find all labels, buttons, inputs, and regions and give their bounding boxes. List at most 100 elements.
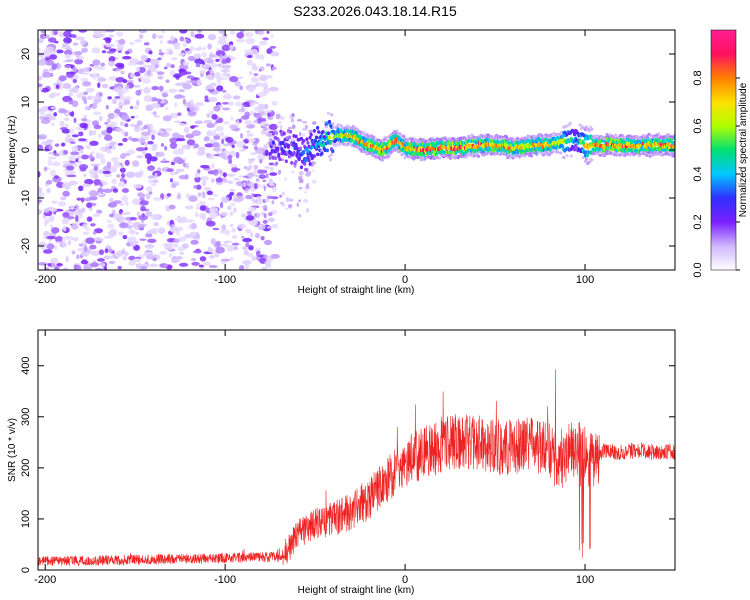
spectrogram-cell (267, 116, 274, 120)
spectrogram-cell (216, 125, 224, 132)
spectrogram-cell (169, 35, 176, 42)
spectrogram-cell (561, 144, 565, 149)
spectrogram-cell (292, 124, 296, 130)
spectrogram-cell (165, 107, 169, 111)
spectrogram-cell (269, 178, 273, 183)
spectrogram-cell (114, 109, 121, 114)
spectrogram-cell (170, 57, 178, 61)
spectrogram-cell (304, 191, 308, 194)
spectrogram-cell (250, 231, 254, 238)
spectrogram-cell (209, 206, 219, 213)
spectrogram-cell (225, 136, 234, 143)
spectrogram-cell (261, 205, 268, 208)
spectrogram-cell (61, 238, 66, 244)
spectrogram-cell (598, 153, 603, 157)
spectrogram-cell (108, 76, 118, 81)
spectrogram-cell (255, 178, 260, 182)
spectrogram-cell (194, 58, 205, 65)
spectrogram-cell (251, 193, 254, 196)
spectrogram-cell (105, 30, 115, 33)
spectrogram-cell (122, 255, 128, 261)
spectrogram-cell (125, 84, 130, 90)
spectrogram-cell (213, 169, 219, 176)
spectrogram-cell (143, 42, 150, 46)
spectrogram-cell (168, 204, 176, 210)
spectrogram-cell (69, 111, 74, 116)
spectrogram-cell (580, 125, 584, 129)
spectrogram-cell (314, 135, 319, 140)
spectrogram-cell (279, 124, 283, 130)
spectrogram-cell (73, 117, 77, 124)
spectrogram-cell (71, 134, 79, 138)
spectrogram-cell (590, 127, 594, 131)
spectrogram-cell (82, 81, 92, 87)
spectrogram-cell (38, 199, 43, 203)
spectrogram-cell (231, 235, 238, 239)
spectrogram-cell (154, 172, 158, 179)
spectrogram-cell (158, 52, 165, 56)
spectrogram-cell (179, 262, 189, 267)
spectrogram-cell (244, 120, 253, 125)
spectrogram-cell (76, 197, 82, 201)
spectrogram-cell (54, 143, 60, 147)
spectrogram-cell (138, 214, 149, 221)
snr-y-ticks: 0 100 200 300 400 (20, 357, 675, 573)
spectrogram-cell (46, 187, 51, 193)
spectrogram-cell (337, 143, 341, 147)
spectrogram-cell (178, 89, 185, 93)
spectrogram-cell (290, 160, 294, 165)
spectrogram-cell (177, 246, 186, 252)
spectrogram-cell (93, 174, 99, 179)
spectrogram-cell (281, 140, 285, 146)
spectrogram-cell (263, 239, 273, 246)
spectrogram-cell (65, 59, 74, 62)
spectrogram-cell (248, 219, 259, 226)
spectrogram-cell (82, 259, 87, 263)
spectrogram-cell (81, 183, 91, 188)
spectrogram-cell (169, 70, 175, 76)
spectrogram-cell (129, 72, 135, 79)
spectrogram-cell (47, 37, 57, 43)
spectrogram-cell (92, 260, 97, 263)
spectrogram-cell (233, 207, 237, 213)
spectrogram-cell (72, 237, 79, 242)
spectrogram-cell (183, 126, 190, 134)
spectrogram-cell (310, 161, 316, 165)
spectrogram-cell (152, 197, 163, 201)
spectrogram-cell (100, 158, 106, 165)
spectrogram-cell (301, 139, 306, 143)
spectrogram-cell (253, 119, 259, 124)
spectrogram-cell (229, 188, 236, 192)
spectrogram-cell (205, 152, 211, 158)
spectrogram-cell (83, 115, 87, 119)
spectrogram-cell (614, 133, 618, 137)
spectrogram-cell (82, 72, 90, 76)
spectrogram-cell (81, 47, 89, 53)
spectrogram-cell (188, 195, 198, 202)
spectrogram-cell (91, 72, 98, 80)
spectrogram-cell (207, 43, 212, 50)
spectrogram-cell (164, 247, 174, 251)
spectrogram-cell (115, 68, 121, 72)
spectrogram-cell (106, 219, 112, 224)
spectrogram-cell (40, 119, 51, 124)
spectrogram-cell (261, 267, 268, 270)
spectrogram-cell (151, 134, 155, 141)
spectrogram-cell (158, 49, 163, 53)
spectrogram-cell (46, 243, 55, 250)
spectrogram-cell (202, 191, 206, 199)
spectrogram-cell (266, 226, 273, 229)
spectrogram-cell (172, 42, 181, 47)
spectrogram-cell (190, 239, 199, 245)
y-tick-label: 0 (20, 147, 32, 153)
spectrogram-cell (165, 62, 172, 68)
spectrogram-cell (68, 92, 74, 97)
spectrogram-cell (38, 209, 43, 215)
spectrogram-cell (101, 83, 109, 89)
spectrogram-cell (365, 133, 369, 137)
spectrogram-cell (301, 120, 308, 124)
spectrogram-cell (486, 133, 490, 137)
spectrogram-cell (271, 200, 275, 205)
spectrogram-cell (294, 134, 298, 139)
spectrogram-cell (208, 96, 218, 103)
